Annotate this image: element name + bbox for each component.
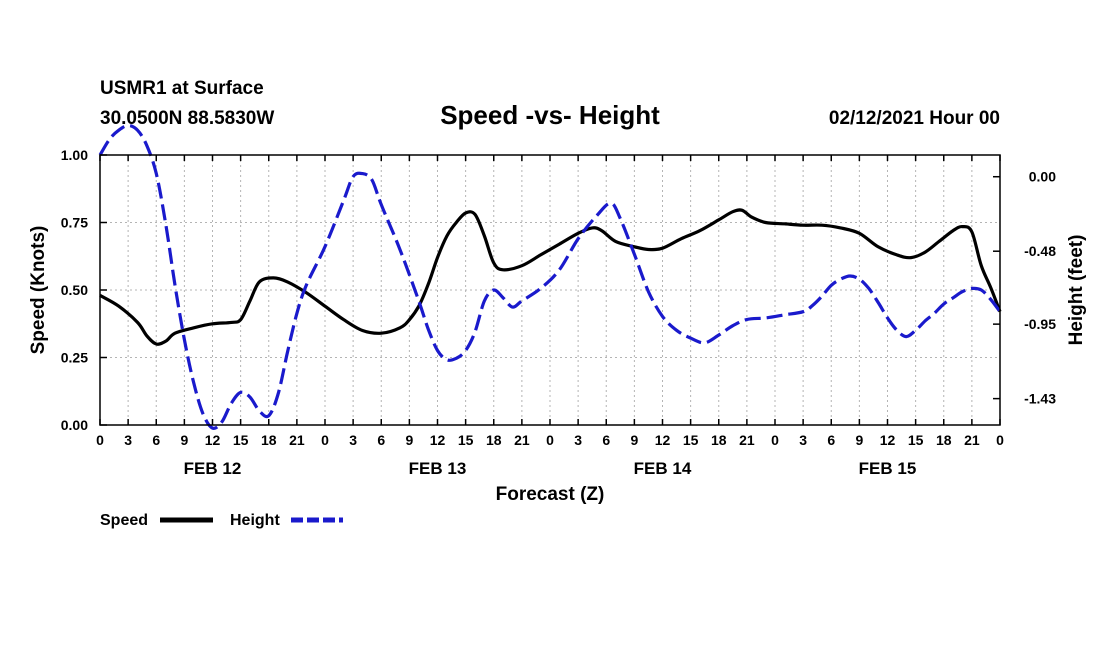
x-tick-label: 18: [936, 432, 952, 448]
legend-height-label: Height: [230, 512, 280, 529]
x-tick-label: 0: [321, 432, 329, 448]
x-tick-label: 6: [827, 432, 835, 448]
x-axis-title: Forecast (Z): [496, 484, 605, 505]
x-tick-label: 0: [771, 432, 779, 448]
y-right-tick-label: -0.95: [1024, 316, 1056, 332]
y-right-tick-label: -1.43: [1024, 391, 1056, 407]
x-tick-label: 15: [233, 432, 249, 448]
x-tick-label: 21: [514, 432, 530, 448]
chart-title: Speed -vs- Height: [440, 100, 660, 130]
x-tick-label: 3: [124, 432, 132, 448]
height-series-line: [98, 123, 1002, 430]
x-tick-label: 12: [205, 432, 221, 448]
x-tick-label: 0: [546, 432, 554, 448]
axes-layer: 0 3 6 9 12 15 18 21 0 3 6 9 12 15 18 21 0 3 6 9 12 15 18 21 0 3 6 9…: [61, 147, 1056, 478]
x-tick-label: 3: [574, 432, 582, 448]
x-tick-label: 6: [152, 432, 160, 448]
x-tick-label: 3: [799, 432, 807, 448]
x-tick-label: 0: [96, 432, 104, 448]
x-tick-label: 18: [261, 432, 277, 448]
y-left-tick-label: 0.25: [61, 350, 88, 366]
x-tick-label: 21: [289, 432, 305, 448]
station-label: USMR1 at Surface: [100, 78, 264, 99]
x-tick-label: 0: [996, 432, 1004, 448]
date-label: FEB 15: [859, 459, 917, 478]
speed-series-line: [99, 208, 1002, 346]
x-tick-label: 12: [880, 432, 896, 448]
grid-lines: [99, 154, 1001, 426]
date-label: FEB 12: [184, 459, 242, 478]
x-tick-label: 9: [180, 432, 188, 448]
datetime-label: 02/12/2021 Hour 00: [829, 108, 1000, 129]
y-left-tick-label: 0.75: [61, 215, 88, 231]
y-left-tick-label: 1.00: [61, 147, 88, 163]
y-left-tick-label: 0.00: [61, 417, 88, 433]
x-tick-label: 12: [655, 432, 671, 448]
x-tick-label: 9: [405, 432, 413, 448]
coords-label: 30.0500N 88.5830W: [100, 108, 274, 129]
x-tick-label: 15: [683, 432, 699, 448]
x-tick-label: 18: [486, 432, 502, 448]
x-tick-label: 3: [349, 432, 357, 448]
x-tick-label: 9: [630, 432, 638, 448]
legend-speed-label: Speed: [100, 512, 148, 529]
x-tick-label: 6: [377, 432, 385, 448]
x-tick-label: 6: [602, 432, 610, 448]
x-tick-label: 21: [964, 432, 980, 448]
x-tick-label: 9: [855, 432, 863, 448]
x-tick-label: 21: [739, 432, 755, 448]
x-tick-label: 15: [458, 432, 474, 448]
y-left-axis-title: Speed (Knots): [28, 226, 49, 355]
date-label: FEB 14: [634, 459, 692, 478]
y-right-axis-title: Height (feet): [1066, 235, 1087, 346]
y-right-tick-label: -0.48: [1024, 243, 1056, 259]
legend: Speed Height: [100, 512, 343, 529]
x-tick-label: 18: [711, 432, 727, 448]
date-label: FEB 13: [409, 459, 467, 478]
y-left-tick-label: 0.50: [61, 282, 88, 298]
y-right-tick-label: 0.00: [1029, 169, 1056, 185]
x-tick-label: 12: [430, 432, 446, 448]
series-layer: [98, 123, 1002, 430]
x-tick-label: 15: [908, 432, 924, 448]
